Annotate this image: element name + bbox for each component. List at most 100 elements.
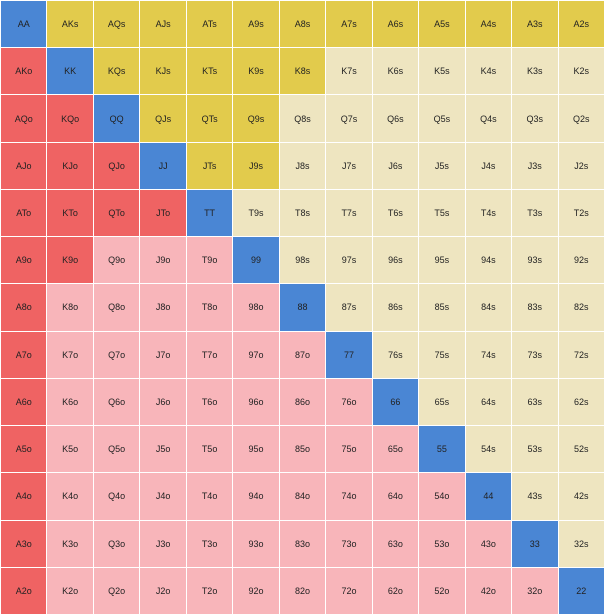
hand-cell[interactable]: K4o	[47, 473, 93, 520]
hand-cell[interactable]: 72s	[558, 331, 604, 378]
hand-cell[interactable]: Q8o	[93, 284, 140, 331]
hand-cell[interactable]: QJs	[140, 95, 186, 142]
hand-cell[interactable]: 75s	[419, 331, 465, 378]
hand-cell[interactable]: 64s	[465, 378, 512, 426]
hand-cell[interactable]: Q6o	[93, 378, 140, 426]
hand-cell[interactable]: 88	[279, 284, 326, 331]
hand-cell[interactable]: A2s	[558, 1, 604, 48]
hand-cell[interactable]: KJo	[47, 142, 93, 189]
hand-cell[interactable]: T9s	[233, 189, 279, 237]
hand-cell[interactable]: AKo	[1, 48, 47, 95]
hand-cell[interactable]: A6s	[372, 1, 419, 48]
hand-cell[interactable]: A4o	[1, 473, 47, 520]
hand-cell[interactable]: 83o	[279, 520, 326, 567]
hand-cell[interactable]: ATo	[1, 189, 47, 237]
hand-cell[interactable]: T3s	[512, 189, 558, 237]
hand-cell[interactable]: 87o	[279, 331, 326, 378]
hand-cell[interactable]: J7o	[140, 331, 186, 378]
hand-cell[interactable]: 33	[512, 520, 558, 567]
hand-cell[interactable]: 43o	[465, 520, 512, 567]
hand-cell[interactable]: K8s	[279, 48, 326, 95]
hand-cell[interactable]: 52s	[558, 426, 604, 473]
hand-cell[interactable]: Q6s	[372, 95, 419, 142]
hand-cell[interactable]: AKs	[47, 1, 93, 48]
hand-cell[interactable]: 82s	[558, 284, 604, 331]
hand-cell[interactable]: 43s	[512, 473, 558, 520]
hand-cell[interactable]: 65o	[372, 426, 419, 473]
hand-cell[interactable]: 95s	[419, 237, 465, 284]
hand-cell[interactable]: 86o	[279, 378, 326, 426]
hand-cell[interactable]: T9o	[186, 237, 233, 284]
hand-cell[interactable]: T4s	[465, 189, 512, 237]
hand-cell[interactable]: Q3s	[512, 95, 558, 142]
hand-cell[interactable]: QTs	[186, 95, 233, 142]
hand-cell[interactable]: 62s	[558, 378, 604, 426]
hand-cell[interactable]: 42o	[465, 567, 512, 614]
hand-cell[interactable]: 72o	[326, 567, 372, 614]
hand-cell[interactable]: K6o	[47, 378, 93, 426]
hand-cell[interactable]: T2s	[558, 189, 604, 237]
hand-cell[interactable]: 85o	[279, 426, 326, 473]
hand-cell[interactable]: J9o	[140, 237, 186, 284]
hand-cell[interactable]: 53s	[512, 426, 558, 473]
hand-cell[interactable]: 82o	[279, 567, 326, 614]
hand-cell[interactable]: Q2s	[558, 95, 604, 142]
hand-cell[interactable]: A3o	[1, 520, 47, 567]
hand-cell[interactable]: 74o	[326, 473, 372, 520]
hand-cell[interactable]: 73o	[326, 520, 372, 567]
hand-cell[interactable]: 92o	[233, 567, 279, 614]
hand-cell[interactable]: 32o	[512, 567, 558, 614]
hand-cell[interactable]: A2o	[1, 567, 47, 614]
hand-cell[interactable]: J6o	[140, 378, 186, 426]
hand-cell[interactable]: 86s	[372, 284, 419, 331]
hand-cell[interactable]: A7o	[1, 331, 47, 378]
hand-cell[interactable]: J8s	[279, 142, 326, 189]
hand-cell[interactable]: 96s	[372, 237, 419, 284]
hand-cell[interactable]: TT	[186, 189, 233, 237]
hand-cell[interactable]: 99	[233, 237, 279, 284]
hand-cell[interactable]: KTs	[186, 48, 233, 95]
hand-cell[interactable]: J6s	[372, 142, 419, 189]
hand-cell[interactable]: A9s	[233, 1, 279, 48]
hand-cell[interactable]: J4o	[140, 473, 186, 520]
hand-cell[interactable]: A9o	[1, 237, 47, 284]
hand-cell[interactable]: Q2o	[93, 567, 140, 614]
hand-cell[interactable]: 98s	[279, 237, 326, 284]
hand-cell[interactable]: 54s	[465, 426, 512, 473]
hand-cell[interactable]: A4s	[465, 1, 512, 48]
hand-cell[interactable]: K7s	[326, 48, 372, 95]
hand-cell[interactable]: 53o	[419, 520, 465, 567]
hand-cell[interactable]: AQo	[1, 95, 47, 142]
hand-cell[interactable]: J2s	[558, 142, 604, 189]
hand-cell[interactable]: 85s	[419, 284, 465, 331]
hand-cell[interactable]: JTs	[186, 142, 233, 189]
hand-cell[interactable]: Q9o	[93, 237, 140, 284]
hand-cell[interactable]: 62o	[372, 567, 419, 614]
hand-cell[interactable]: AQs	[93, 1, 140, 48]
hand-cell[interactable]: T3o	[186, 520, 233, 567]
hand-cell[interactable]: Q7o	[93, 331, 140, 378]
hand-cell[interactable]: QTo	[93, 189, 140, 237]
hand-cell[interactable]: A5s	[419, 1, 465, 48]
hand-cell[interactable]: JTo	[140, 189, 186, 237]
hand-cell[interactable]: KTo	[47, 189, 93, 237]
hand-cell[interactable]: T8o	[186, 284, 233, 331]
hand-cell[interactable]: T5o	[186, 426, 233, 473]
hand-cell[interactable]: KJs	[140, 48, 186, 95]
hand-cell[interactable]: A5o	[1, 426, 47, 473]
hand-cell[interactable]: K4s	[465, 48, 512, 95]
hand-cell[interactable]: KK	[47, 48, 93, 95]
hand-cell[interactable]: 94o	[233, 473, 279, 520]
hand-cell[interactable]: ATs	[186, 1, 233, 48]
hand-cell[interactable]: 42s	[558, 473, 604, 520]
hand-cell[interactable]: J7s	[326, 142, 372, 189]
hand-cell[interactable]: QJo	[93, 142, 140, 189]
hand-cell[interactable]: K2s	[558, 48, 604, 95]
hand-cell[interactable]: J8o	[140, 284, 186, 331]
hand-cell[interactable]: K9s	[233, 48, 279, 95]
hand-cell[interactable]: T4o	[186, 473, 233, 520]
hand-cell[interactable]: 22	[558, 567, 604, 614]
hand-cell[interactable]: 94s	[465, 237, 512, 284]
hand-cell[interactable]: J2o	[140, 567, 186, 614]
hand-cell[interactable]: 64o	[372, 473, 419, 520]
